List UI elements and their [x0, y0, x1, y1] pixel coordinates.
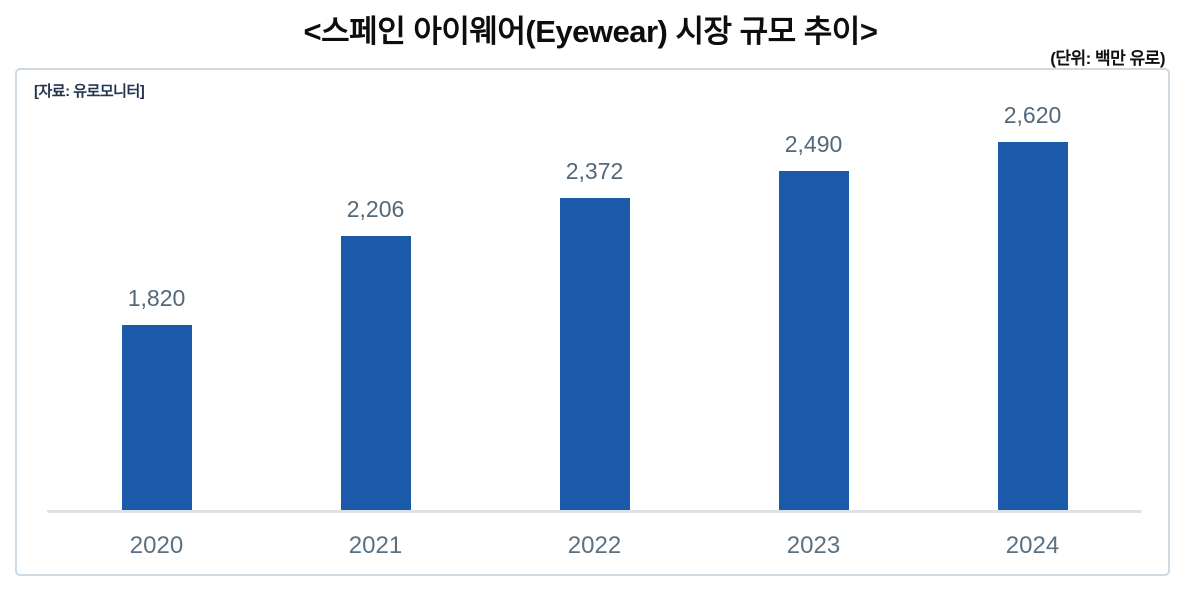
bar-value-label-2021: 2,206	[346, 196, 405, 222]
bar-value-label-2023: 2,490	[784, 131, 843, 157]
x-tick-label-2022: 2022	[567, 532, 622, 559]
bar-value-label-2024: 2,620	[1003, 102, 1062, 128]
bar-group-2021: 2,206	[266, 112, 485, 512]
bar-group-2024: 2,620	[923, 102, 1142, 512]
bar-value-label-2022: 2,372	[565, 158, 624, 184]
bar-group-2020: 1,820	[47, 112, 266, 512]
source-label: [자료: 유로모니터]	[34, 83, 145, 100]
x-tick-label-2020: 2020	[129, 532, 184, 559]
x-tick-label-2024: 2024	[1005, 532, 1060, 559]
unit-label: (단위: 백만 유로)	[1050, 49, 1165, 68]
page-title: <스페인 아이웨어(Eyewear) 시장 규모 추이>	[303, 14, 878, 49]
bar-2020	[121, 325, 192, 512]
x-tick-label-2021: 2021	[348, 532, 403, 559]
bar-2024	[997, 142, 1068, 512]
x-axis-labels: 2020 2021 2022 2023 2024	[47, 530, 1142, 566]
chart-frame: [자료: 유로모니터] 1,820 2,206 2,372 2,490 2,620 20…	[15, 68, 1170, 576]
bar-2023	[778, 171, 849, 512]
bar-group-2022: 2,372	[485, 112, 704, 512]
x-axis-line	[47, 510, 1142, 513]
bar-2022	[559, 198, 630, 512]
bar-group-2023: 2,490	[704, 112, 923, 512]
bar-2021	[340, 236, 411, 512]
x-tick-label-2023: 2023	[786, 532, 841, 559]
plot-area: 1,820 2,206 2,372 2,490 2,620	[47, 102, 1142, 512]
bar-value-label-2020: 1,820	[127, 285, 186, 311]
